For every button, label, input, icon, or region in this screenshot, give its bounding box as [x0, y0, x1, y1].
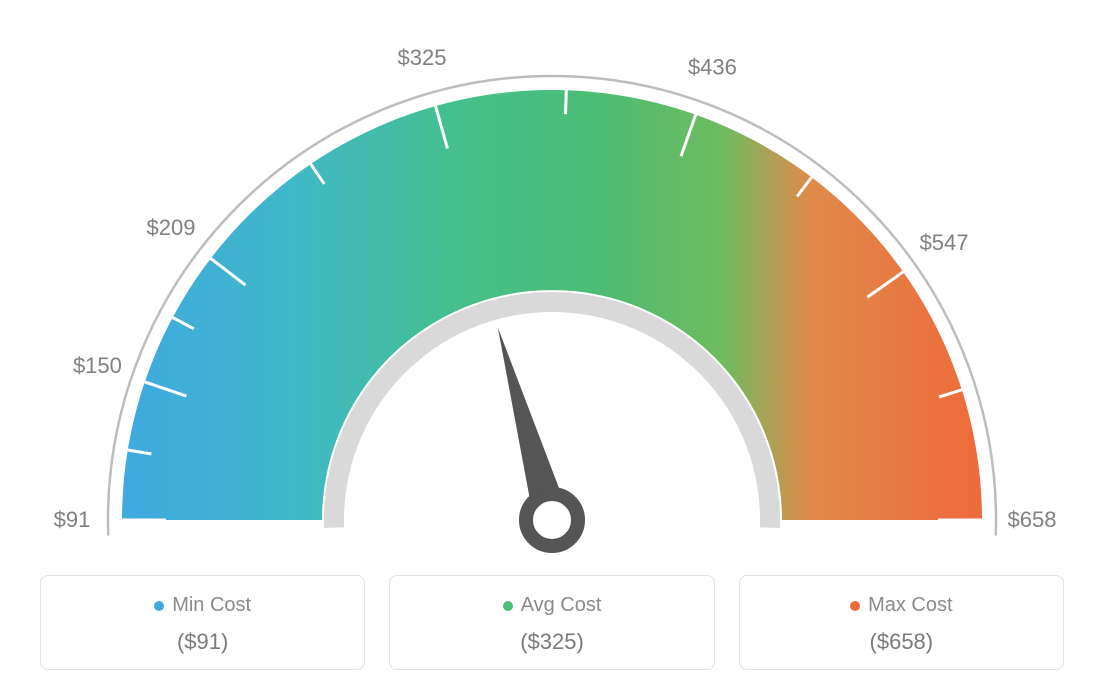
- legend-avg-box: Avg Cost ($325): [389, 575, 714, 670]
- cost-gauge-chart: $91 $150 $209 $325 $436 $547 $658 Min Cost ($9…: [0, 0, 1104, 690]
- svg-text:$325: $325: [398, 45, 447, 70]
- legend: Min Cost ($91) Avg Cost ($325) Max Cost …: [40, 575, 1064, 670]
- svg-text:$91: $91: [54, 507, 91, 532]
- svg-text:$547: $547: [920, 230, 969, 255]
- legend-avg-text: Avg Cost: [521, 594, 602, 617]
- svg-text:$150: $150: [73, 353, 122, 378]
- gauge-area: $91 $150 $209 $325 $436 $547 $658: [0, 0, 1104, 560]
- legend-min-text: Min Cost: [172, 594, 251, 617]
- legend-avg-value: ($325): [400, 629, 703, 655]
- legend-min-box: Min Cost ($91): [40, 575, 365, 670]
- legend-avg-label: Avg Cost: [503, 594, 602, 617]
- legend-min-value: ($91): [51, 629, 354, 655]
- legend-max-box: Max Cost ($658): [739, 575, 1064, 670]
- dot-min-icon: [154, 601, 164, 611]
- svg-text:$436: $436: [688, 55, 737, 80]
- dot-avg-icon: [503, 601, 513, 611]
- svg-text:$658: $658: [1008, 507, 1057, 532]
- legend-max-label: Max Cost: [850, 594, 952, 617]
- gauge-svg: $91 $150 $209 $325 $436 $547 $658: [0, 0, 1104, 560]
- legend-min-label: Min Cost: [154, 594, 251, 617]
- dot-max-icon: [850, 601, 860, 611]
- svg-text:$209: $209: [147, 215, 196, 240]
- legend-max-value: ($658): [750, 629, 1053, 655]
- legend-max-text: Max Cost: [868, 594, 952, 617]
